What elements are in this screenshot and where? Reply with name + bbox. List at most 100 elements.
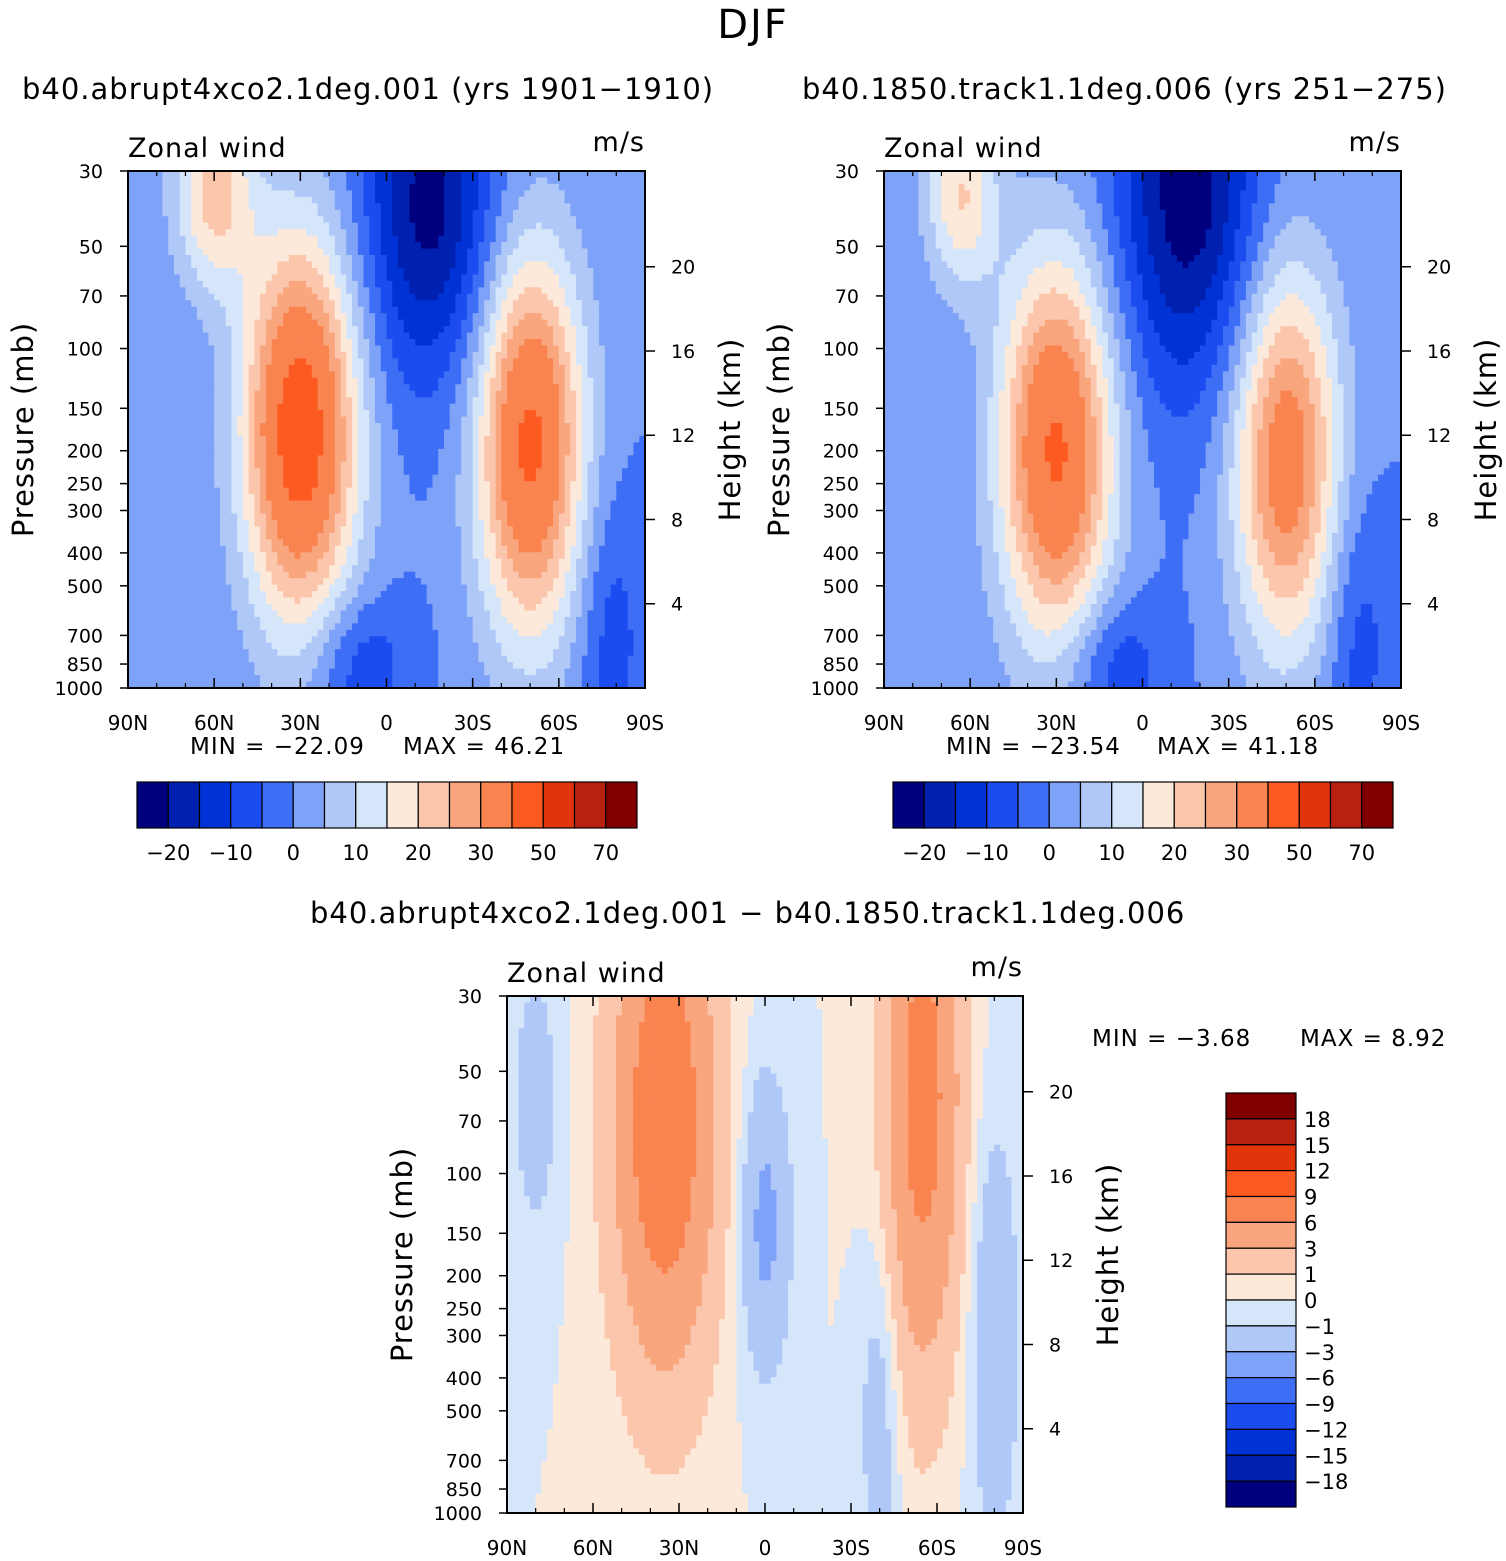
panel-1-cell <box>530 403 537 411</box>
panel-1-cell <box>133 397 141 405</box>
panel-1-cell <box>208 319 215 327</box>
panel-1-cell <box>472 442 480 450</box>
panel-1-cell <box>622 261 629 269</box>
panel-1-cell <box>323 416 330 424</box>
panel-1-cell <box>415 371 422 379</box>
panel-1-cell <box>627 222 635 230</box>
panel-1-cell <box>518 216 525 224</box>
panel-1-cell <box>524 313 531 321</box>
panel-1-cell <box>386 300 393 308</box>
panel-1-cell <box>420 332 428 340</box>
panel-1-cell <box>375 429 382 437</box>
panel-1-cell <box>426 183 434 191</box>
panel-1-cell <box>432 190 439 198</box>
panel-1-cell <box>288 423 296 431</box>
panel-1-cell <box>610 274 617 282</box>
panel-1-cell <box>524 345 531 353</box>
panel-1-cell <box>139 313 146 321</box>
panel-1-cell <box>237 487 244 495</box>
panel-1-cell <box>558 423 566 431</box>
panel-1-cell <box>185 203 192 211</box>
panel-1-cell <box>248 274 255 282</box>
panel-1-cell <box>317 507 324 515</box>
panel-1-cell <box>512 222 520 230</box>
panel-1-cell <box>311 403 319 411</box>
panel-1-cell <box>369 500 376 508</box>
panel-1-cell <box>156 519 164 528</box>
panel-1-cell <box>363 423 370 431</box>
panel-1-cell <box>265 500 273 508</box>
panel-1-cell <box>300 248 307 256</box>
panel-1-cell <box>639 235 645 243</box>
panel-1-cell <box>622 255 629 263</box>
panel-1-cell <box>639 171 645 179</box>
panel-1-cell <box>472 435 480 444</box>
panel-1-cell <box>518 177 525 185</box>
panel-1-cell <box>271 319 278 327</box>
panel-1-cell <box>179 429 187 437</box>
panel-1-cell <box>145 209 152 217</box>
panel-1-cell <box>553 410 560 418</box>
panel-1-cell <box>466 416 474 424</box>
panel-1-cell <box>403 487 411 495</box>
panel-1-cell <box>242 397 250 405</box>
panel-1-cell <box>478 326 485 334</box>
panel-1-cell <box>294 448 301 456</box>
panel-1-cell <box>219 183 227 191</box>
panel-1-cell <box>191 274 198 282</box>
panel-1-cell <box>443 513 451 521</box>
panel-1-cell <box>162 332 169 340</box>
panel-1-cell <box>518 326 525 334</box>
panel-1-cell <box>449 494 457 502</box>
panel-1-cell <box>547 519 554 528</box>
panel-1-cell <box>495 255 502 263</box>
panel-1-cell <box>375 507 382 515</box>
panel-1-cell <box>501 280 508 288</box>
panel-1-cell <box>128 216 135 224</box>
panel-1-cell <box>512 474 520 482</box>
panel-1-cell <box>363 203 370 211</box>
panel-1-cell <box>150 494 158 502</box>
panel-1-cell <box>564 216 571 224</box>
panel-1-cell <box>162 345 169 353</box>
panel-1-cell <box>622 455 629 463</box>
panel-1-cell <box>489 196 497 204</box>
panel-1-cell <box>409 377 416 385</box>
panel-1-cell <box>145 507 152 515</box>
panel-1-cell <box>553 351 560 360</box>
panel-1-cell <box>610 513 617 521</box>
panel-1-cell <box>288 177 296 185</box>
panel-1-cell <box>489 448 497 456</box>
panel-1-cell <box>409 358 416 366</box>
panel-1-cell <box>237 203 244 211</box>
panel-1-cell <box>334 526 342 534</box>
panel-1-cell <box>311 287 319 295</box>
panel-1-cell <box>248 403 255 411</box>
panel-1-cell <box>593 371 600 379</box>
panel-1-cell <box>599 216 606 224</box>
panel-1-cell <box>576 229 583 237</box>
panel-1-cell <box>524 507 531 515</box>
panel-1-cell <box>179 358 187 366</box>
panel-1-cell <box>426 209 434 217</box>
panel-1-cell <box>518 500 525 508</box>
panel-1-cell <box>265 235 273 243</box>
panel-1-cell <box>375 461 382 469</box>
panel-1-cell <box>547 229 554 237</box>
panel-1-cell <box>168 455 175 463</box>
panel-1-cell <box>219 293 227 301</box>
panel-1-cell <box>334 448 342 456</box>
panel-1-cell <box>288 183 296 191</box>
panel-1-cell <box>248 345 255 353</box>
panel-1-cell <box>288 229 296 237</box>
panel-1-cell <box>133 190 141 198</box>
panel-1-cell <box>317 481 324 489</box>
panel-1-cell <box>426 190 434 198</box>
panel-1-cell <box>352 474 359 482</box>
panel-1-cell <box>415 255 422 263</box>
panel-1-cell <box>329 274 336 282</box>
panel-1-cell <box>156 248 164 256</box>
panel-1-cell <box>357 442 365 450</box>
panel-1-cell <box>507 313 514 321</box>
panel-1-cell <box>558 455 566 463</box>
